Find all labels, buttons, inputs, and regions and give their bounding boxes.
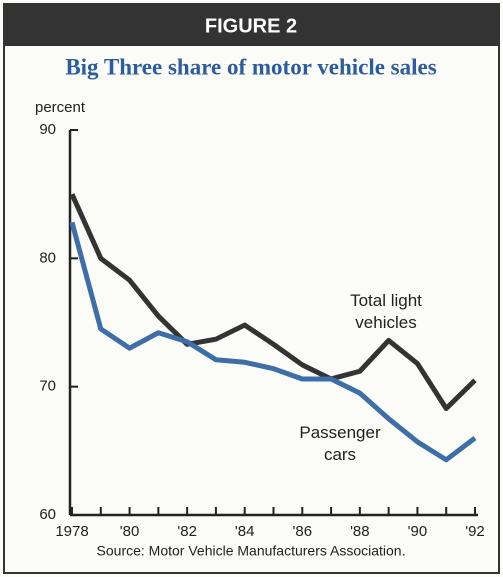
header: FIGURE 2 bbox=[205, 15, 297, 37]
y-tick-label: 70 bbox=[39, 378, 56, 395]
y-tick-label: 90 bbox=[39, 121, 56, 138]
x-tick-label: '92 bbox=[465, 523, 485, 540]
x-tick-label: 1978 bbox=[55, 523, 88, 540]
x-tick-label: '80 bbox=[120, 523, 140, 540]
x-tick-label: '86 bbox=[293, 523, 313, 540]
y-axis-label: percent bbox=[35, 99, 86, 116]
x-tick-label: '90 bbox=[408, 523, 428, 540]
chart-title: Big Three share of motor vehicle sales bbox=[65, 54, 436, 79]
series-label: Passenger cars bbox=[299, 423, 381, 464]
x-tick-label: '84 bbox=[235, 523, 255, 540]
series-line bbox=[69, 193, 477, 411]
frame bbox=[3, 3, 500, 574]
y-tick-label: 80 bbox=[39, 249, 56, 266]
series-line bbox=[69, 221, 477, 463]
header-bar bbox=[4, 4, 499, 46]
x-tick-label: '82 bbox=[177, 523, 197, 540]
x-tick-label: '88 bbox=[350, 523, 370, 540]
series-label: Total light vehicles bbox=[350, 291, 422, 332]
source: Source: Motor Vehicle Manufacturers Asso… bbox=[97, 543, 406, 559]
y-tick-label: 60 bbox=[39, 506, 56, 523]
